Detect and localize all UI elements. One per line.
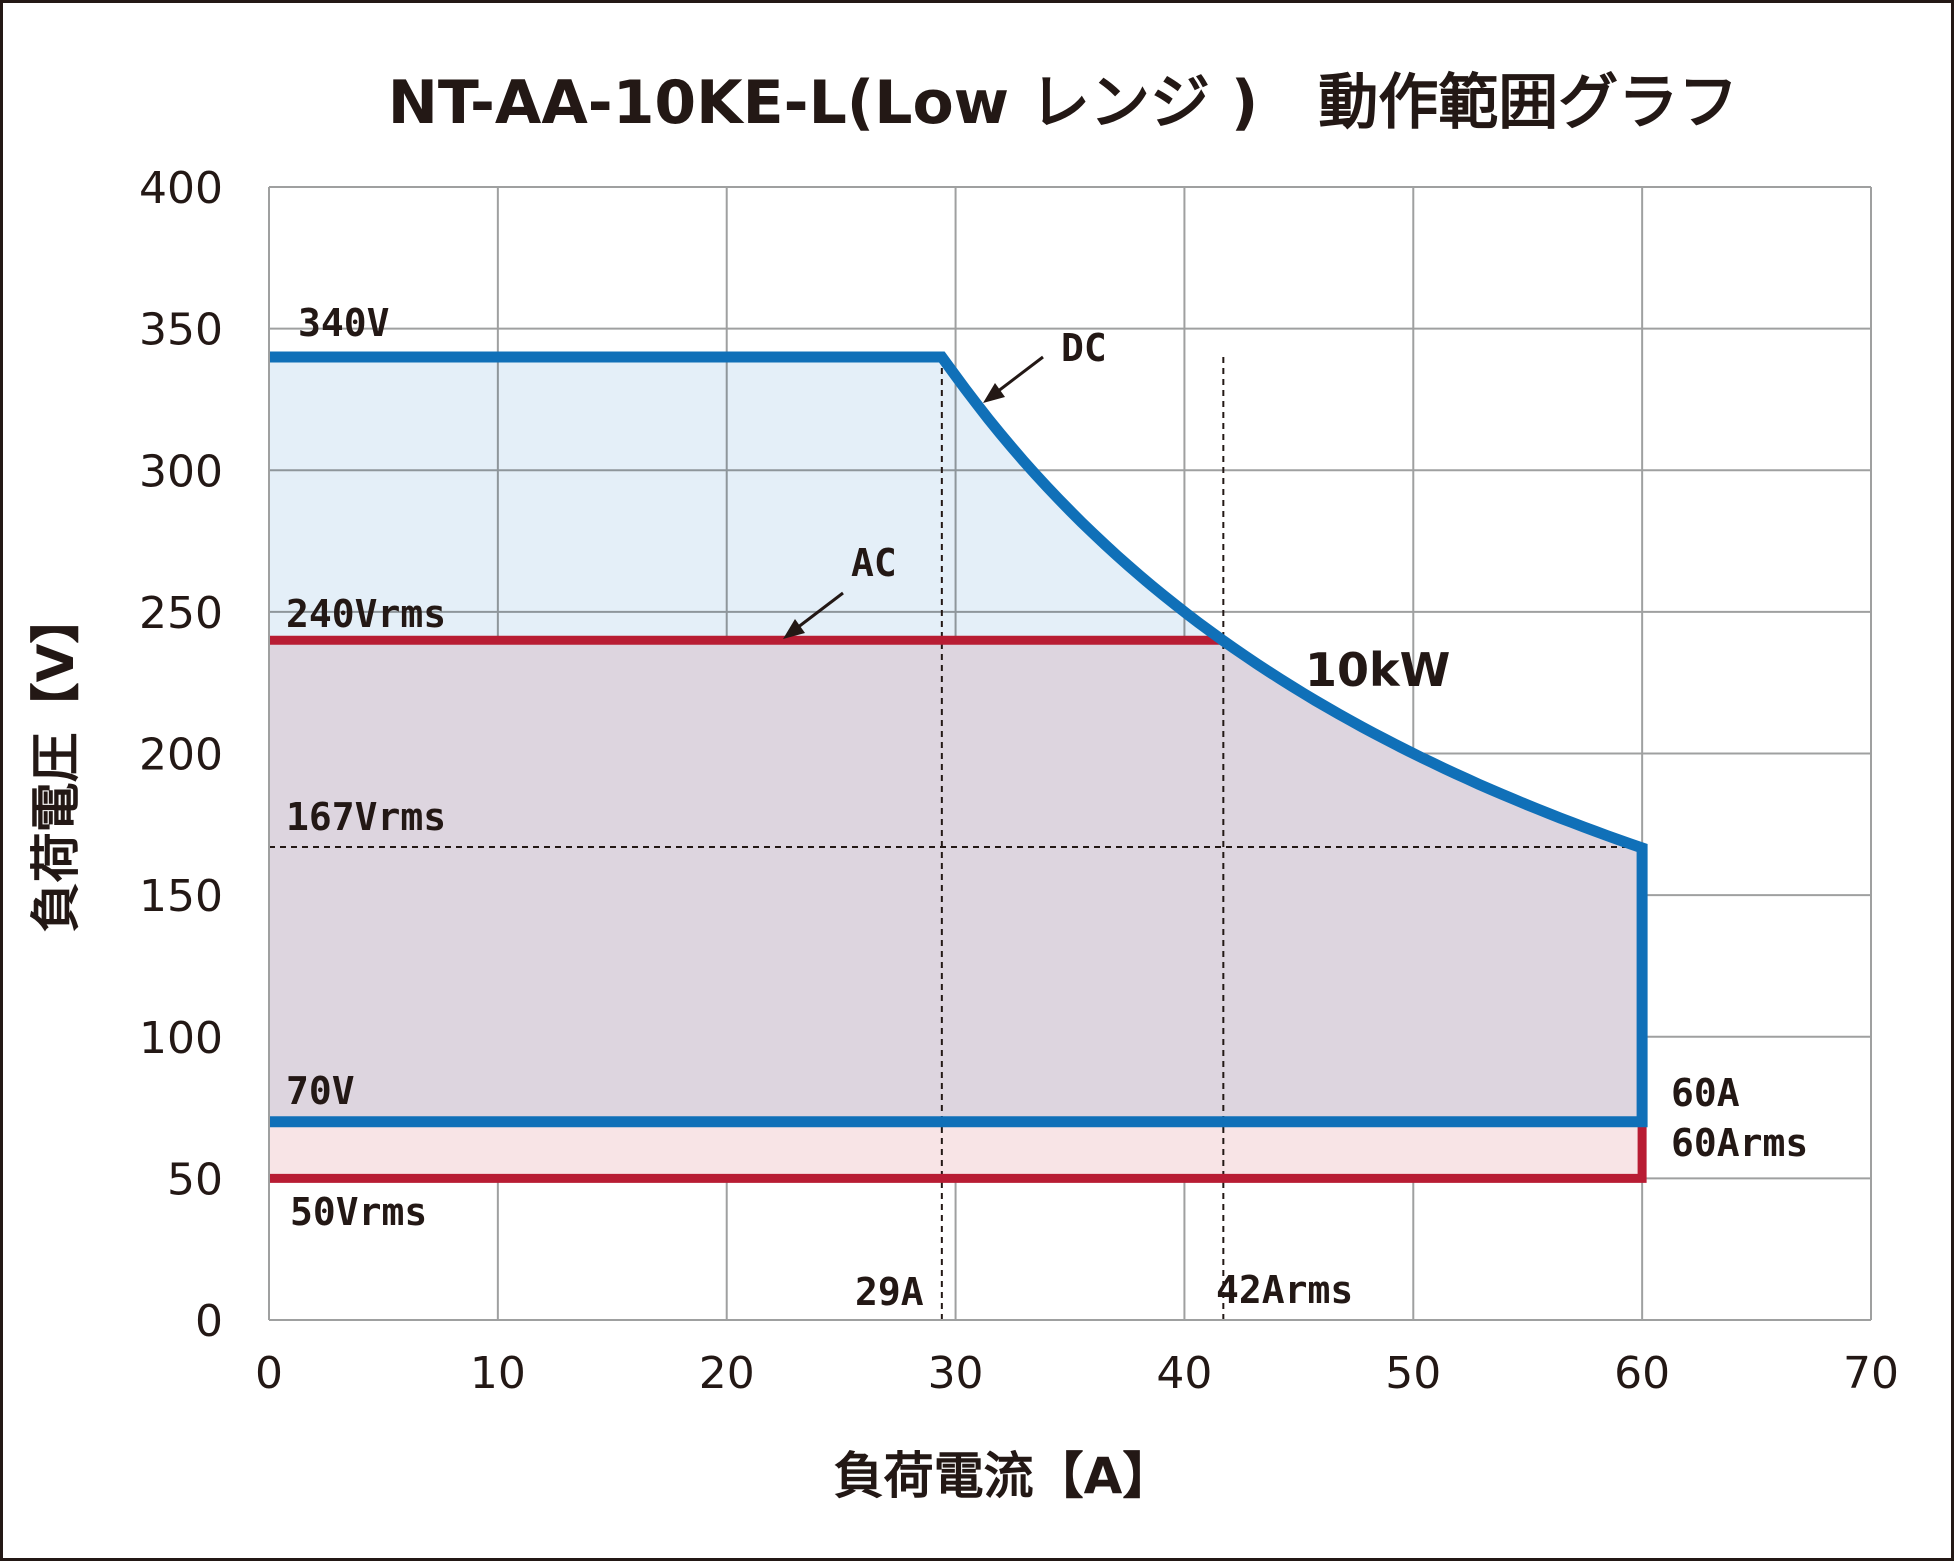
x-tick-label: 70 (1843, 1348, 1899, 1399)
y-tick-label: 100 (139, 1013, 223, 1064)
dc-series-line (269, 351, 1648, 1128)
label-42arms: 42Arms (1216, 1268, 1353, 1312)
reference-lines (269, 356, 1643, 1320)
y-tick-label: 200 (139, 730, 223, 781)
label-340v: 340V (298, 301, 390, 345)
dc-area (269, 357, 1643, 1122)
label-dc: DC (1061, 326, 1107, 370)
y-tick-label: 400 (139, 163, 223, 214)
label-60a: 60A (1671, 1071, 1740, 1115)
areas (269, 357, 1643, 1179)
label-ac: AC (851, 541, 897, 585)
y-tick-label: 0 (195, 1296, 223, 1347)
label-29a: 29A (855, 1270, 924, 1314)
x-tick-label: 40 (1156, 1348, 1212, 1399)
x-tick-label: 30 (928, 1348, 984, 1399)
label-60arms: 60Arms (1671, 1121, 1808, 1165)
series-lines (268, 187, 1871, 1321)
label-70v: 70V (286, 1069, 355, 1113)
x-tick-label: 10 (470, 1348, 526, 1399)
dc-arrow (983, 355, 1044, 403)
y-tick-label: 150 (139, 871, 223, 922)
chart-title: NT-AA-10KE-L(Low レンジ ) 動作範囲グラフ (388, 68, 1739, 138)
tick-labels: 0 10 20 30 40 50 60 70 0 50 100 150 200 250 300 350 400 (139, 163, 1899, 1399)
x-tick-label: 50 (1385, 1348, 1441, 1399)
label-240vrms: 240Vrms (286, 592, 446, 636)
y-tick-label: 350 (139, 305, 223, 356)
x-tick-label: 60 (1614, 1348, 1670, 1399)
label-50vrms: 50Vrms (290, 1190, 427, 1234)
x-tick-label: 20 (699, 1348, 755, 1399)
y-axis-label: 負荷電圧【V】 (27, 594, 85, 933)
y-tick-label: 50 (167, 1154, 223, 1205)
x-tick-label: 0 (255, 1348, 283, 1399)
x-axis-label: 負荷電流【A】 (834, 1447, 1173, 1505)
y-tick-label: 300 (139, 446, 223, 497)
operating-range-chart: NT-AA-10KE-L(Low レンジ ) 動作範囲グラフ 0 10 20 30 40… (27, 68, 1899, 1505)
y-tick-label: 250 (139, 588, 223, 639)
label-167vrms: 167Vrms (286, 795, 446, 839)
ac-arrow (783, 591, 844, 639)
label-10kw: 10kW (1305, 643, 1450, 697)
